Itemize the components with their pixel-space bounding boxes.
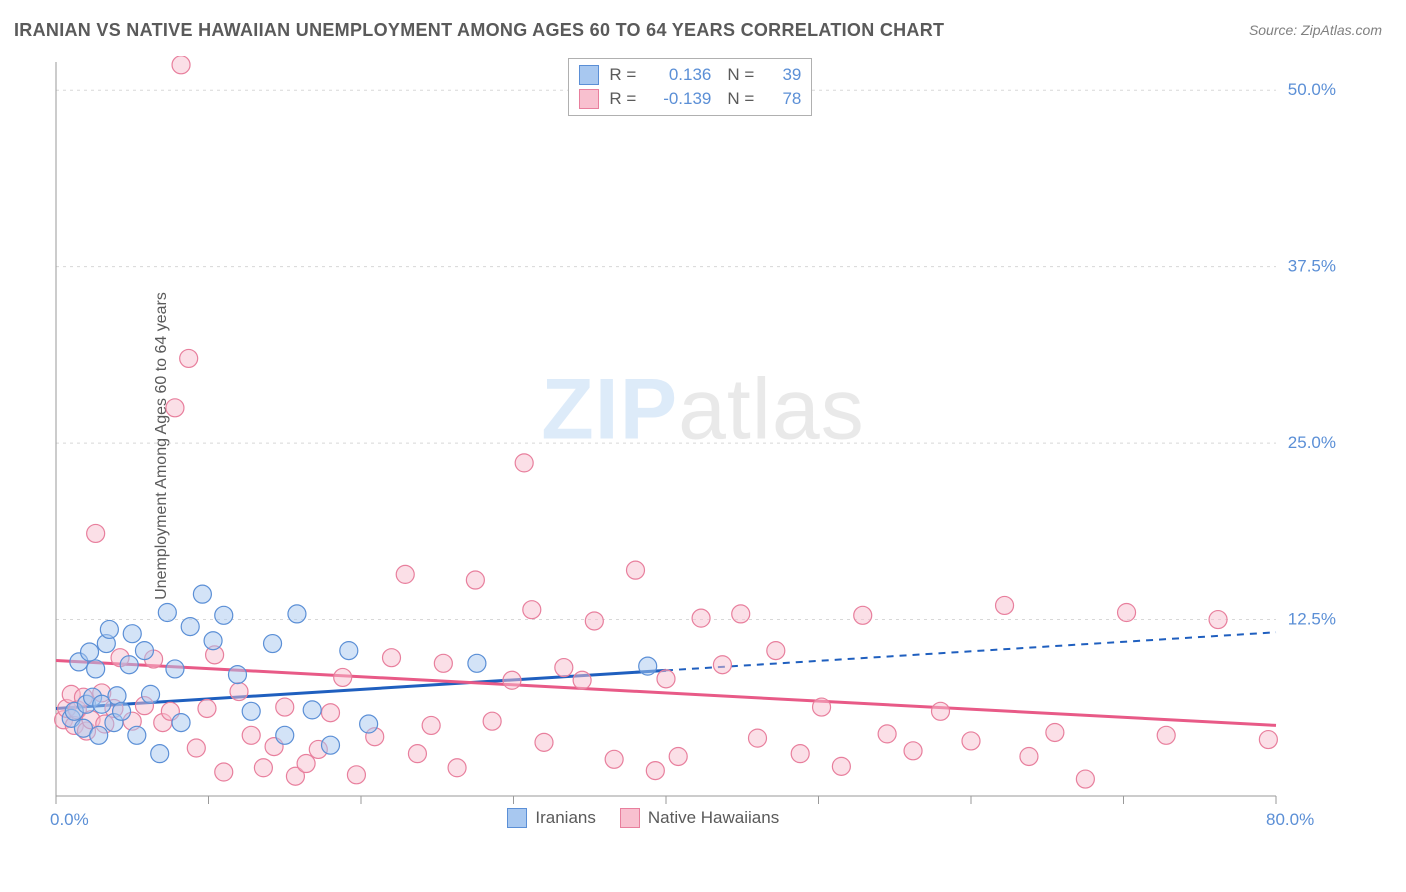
chart-title: IRANIAN VS NATIVE HAWAIIAN UNEMPLOYMENT … (14, 20, 944, 41)
scatter-plot: 12.5% 25.0% 37.5% 50.0% (46, 56, 1342, 836)
svg-text:37.5%: 37.5% (1288, 257, 1336, 276)
x-axis-end-label: 80.0% (1266, 810, 1314, 830)
correlation-legend: R =0.136N =39R =-0.139N =78 (568, 58, 812, 116)
series-legend: IraniansNative Hawaiians (507, 808, 779, 828)
source-credit: Source: ZipAtlas.com (1249, 22, 1382, 38)
svg-text:12.5%: 12.5% (1288, 610, 1336, 629)
svg-text:25.0%: 25.0% (1288, 433, 1336, 452)
x-axis-start-label: 0.0% (50, 810, 89, 830)
svg-text:50.0%: 50.0% (1288, 80, 1336, 99)
